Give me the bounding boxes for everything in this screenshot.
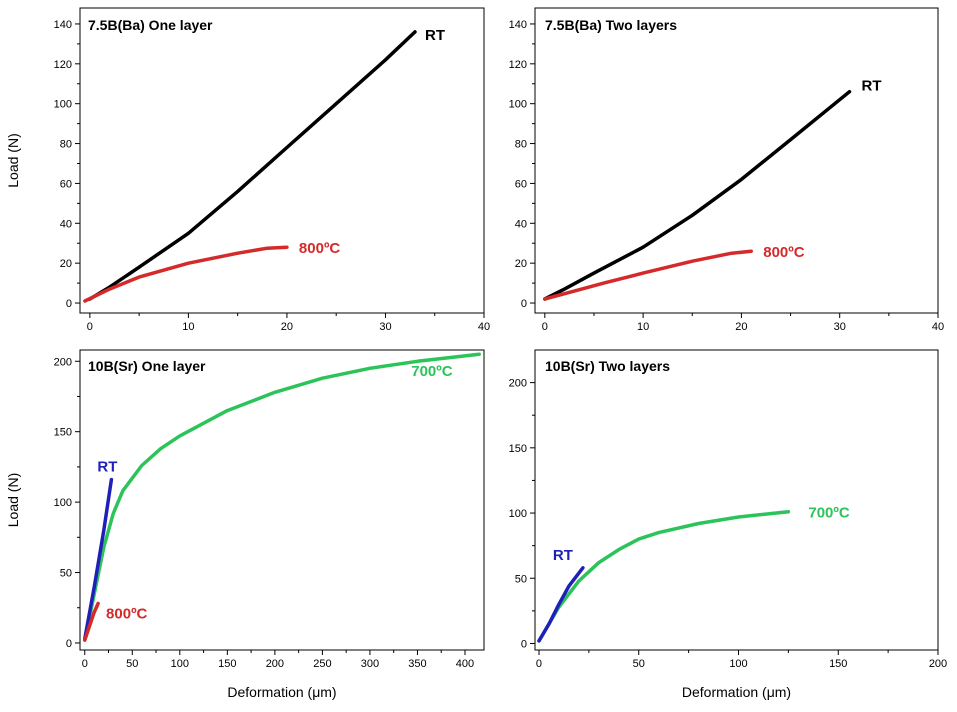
y-tick-label: 100 bbox=[509, 99, 527, 111]
series-label-1: 700ºC bbox=[411, 363, 453, 380]
y-tick-label: 100 bbox=[54, 497, 72, 509]
panel-sr-two-layers: 0 50 100 150 200 0 50 100 150 200 Deformation (μm)… bbox=[509, 349, 947, 700]
x-tick-label: 200 bbox=[929, 658, 947, 670]
plot-frame bbox=[79, 349, 485, 651]
y-tick-label: 20 bbox=[60, 258, 72, 270]
y-tick-label: 0 bbox=[521, 298, 527, 310]
x-tick-label: 100 bbox=[171, 658, 189, 670]
x-axis-title: Deformation (μm) bbox=[227, 684, 336, 700]
series-label-1: 700ºC bbox=[808, 505, 850, 522]
series-line-1 bbox=[83, 352, 481, 642]
x-tick-label: 40 bbox=[932, 321, 944, 333]
y-tick-label: 0 bbox=[521, 638, 527, 650]
series-label-3: 800ºC bbox=[106, 606, 148, 623]
y-tick-label: 0 bbox=[66, 638, 72, 650]
x-tick-label: 400 bbox=[456, 658, 474, 670]
y-tick-label: 40 bbox=[515, 218, 527, 230]
plot-frame bbox=[534, 7, 939, 314]
y-tick-label: 20 bbox=[515, 258, 527, 270]
x-tick-label: 30 bbox=[379, 321, 391, 333]
x-tick-label: 250 bbox=[313, 658, 331, 670]
x-tick-label: 10 bbox=[182, 321, 194, 333]
x-tick-label: 100 bbox=[729, 658, 747, 670]
plot-frame bbox=[534, 349, 939, 651]
panel-title: 10B(Sr) Two layers bbox=[545, 358, 670, 374]
x-tick-label: 300 bbox=[361, 658, 379, 670]
series-line-1 bbox=[88, 30, 417, 301]
y-tick-label: 140 bbox=[54, 19, 72, 31]
y-tick-label: 150 bbox=[509, 443, 527, 455]
y-tick-label: 60 bbox=[60, 178, 72, 190]
y-tick-label: 120 bbox=[509, 59, 527, 71]
x-axis-title: Deformation (μm) bbox=[682, 684, 791, 700]
y-tick-label: 40 bbox=[60, 218, 72, 230]
x-tick-label: 350 bbox=[408, 658, 426, 670]
panel-ba-two-layers: 0 10 20 30 40 0 20 40 60 80 100 120 140 7.5B(Ba) Two … bbox=[509, 7, 944, 333]
x-tick-label: 40 bbox=[478, 321, 490, 333]
y-tick-label: 120 bbox=[54, 59, 72, 71]
series-label-1: RT bbox=[862, 78, 882, 95]
x-tick-label: 0 bbox=[82, 658, 88, 670]
y-tick-label: 200 bbox=[509, 378, 527, 390]
panel-title: 7.5B(Ba) One layer bbox=[88, 17, 213, 33]
series-line-2 bbox=[537, 566, 585, 643]
y-tick-label: 100 bbox=[54, 99, 72, 111]
x-tick-label: 50 bbox=[126, 658, 138, 670]
y-tick-label: 150 bbox=[54, 427, 72, 439]
series-line-2 bbox=[83, 477, 114, 641]
series-line-3 bbox=[83, 601, 100, 642]
x-tick-label: 0 bbox=[536, 658, 542, 670]
series-label-2: 800ºC bbox=[763, 244, 805, 261]
y-tick-label: 60 bbox=[515, 178, 527, 190]
y-axis-title: Load (N) bbox=[5, 133, 21, 187]
x-tick-label: 150 bbox=[829, 658, 847, 670]
series-line-2 bbox=[83, 245, 289, 303]
series-line-2 bbox=[543, 249, 753, 301]
plot-frame bbox=[79, 7, 485, 314]
panel-title: 7.5B(Ba) Two layers bbox=[545, 17, 677, 33]
series-label-1: RT bbox=[425, 27, 445, 44]
x-tick-label: 0 bbox=[87, 321, 93, 333]
y-tick-label: 0 bbox=[66, 298, 72, 310]
y-tick-label: 140 bbox=[509, 19, 527, 31]
y-tick-label: 200 bbox=[54, 356, 72, 368]
x-tick-label: 20 bbox=[735, 321, 747, 333]
y-axis-title: Load (N) bbox=[5, 473, 21, 527]
x-tick-label: 10 bbox=[637, 321, 649, 333]
series-label-2: RT bbox=[553, 547, 573, 564]
x-tick-label: 150 bbox=[218, 658, 236, 670]
y-tick-label: 80 bbox=[60, 139, 72, 151]
x-tick-label: 20 bbox=[281, 321, 293, 333]
x-tick-label: 0 bbox=[542, 321, 548, 333]
x-tick-label: 30 bbox=[834, 321, 846, 333]
series-label-2: RT bbox=[97, 459, 117, 476]
panel-title: 10B(Sr) One layer bbox=[88, 358, 206, 374]
y-tick-label: 100 bbox=[509, 508, 527, 520]
series-label-2: 800ºC bbox=[299, 240, 341, 257]
y-tick-label: 50 bbox=[515, 573, 527, 585]
panel-ba-one-layer: 0 10 20 30 40 0 20 40 60 80 100 120 140 Load (N) 7.5B(… bbox=[5, 7, 490, 333]
series-line-1 bbox=[543, 89, 852, 301]
y-tick-label: 50 bbox=[60, 568, 72, 580]
x-tick-label: 50 bbox=[633, 658, 645, 670]
x-tick-label: 200 bbox=[266, 658, 284, 670]
panel-sr-one-layer: 0 50 100 150 200 250 300 350 400 0 50 100 150 200 Load… bbox=[5, 349, 485, 700]
y-tick-label: 80 bbox=[515, 139, 527, 151]
